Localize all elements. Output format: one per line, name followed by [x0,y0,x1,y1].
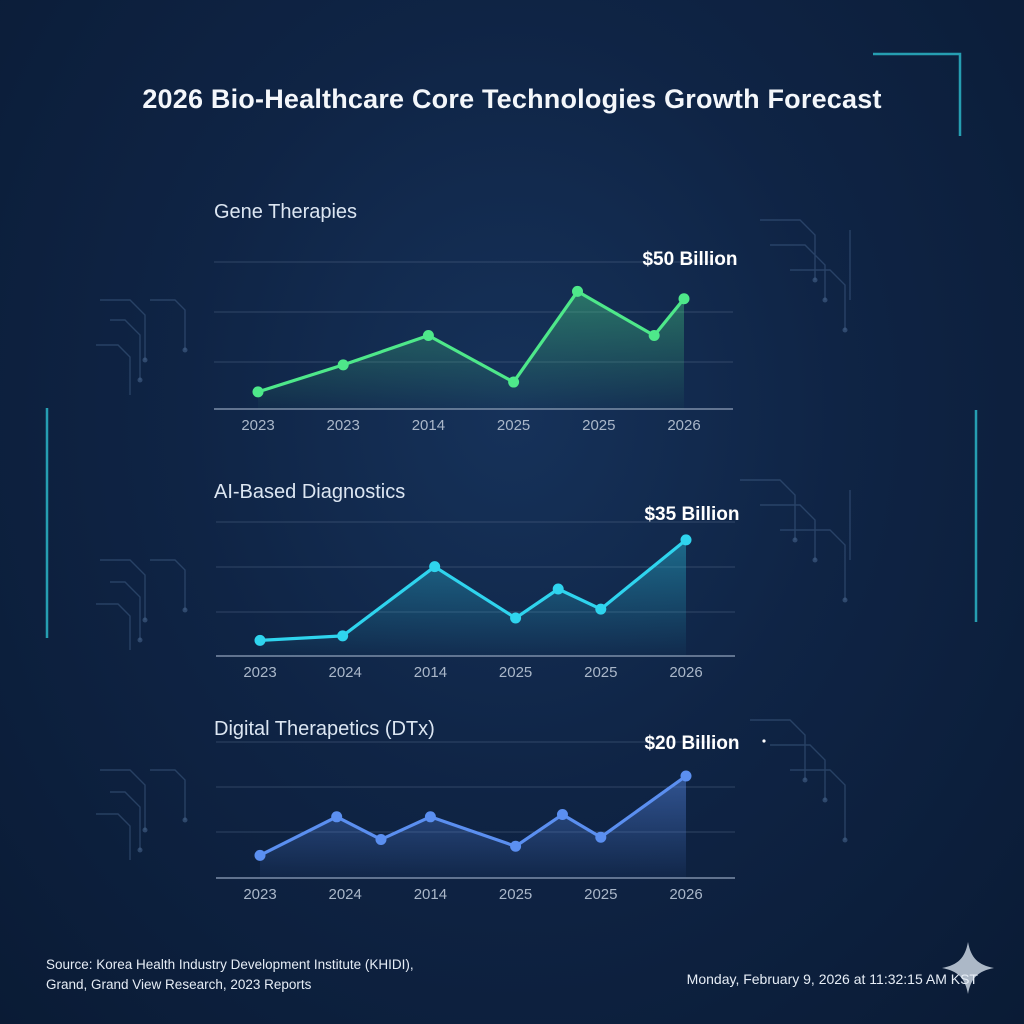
panel-title-ai-diagnostics: AI-Based Diagnostics [214,481,406,503]
data-point-ai-4 [552,583,564,595]
data-point-gene-1 [337,359,349,371]
x-tick-label-gene-3: 2025 [497,417,530,434]
x-tick-label-ai-5: 2026 [669,664,702,681]
chart-main-title: 2026 Bio-Healthcare Core Technologies Gr… [142,84,882,114]
decorative-dot [762,739,766,743]
x-tick-label-ai-2: 2014 [414,664,447,681]
series-line-dtx [258,774,688,857]
source-note: Source: Korea Health Industry Developmen… [46,955,414,995]
data-point-dtx-3 [424,811,436,823]
data-point-ai-5 [595,603,607,615]
x-tick-label-ai-1: 2024 [329,664,362,681]
data-point-dtx-7 [680,770,692,782]
x-tick-label-gene-0: 2023 [241,417,274,434]
data-point-dtx-1 [331,811,343,823]
data-point-gene-3 [508,376,520,388]
x-tick-label-dtx-5: 2026 [669,886,702,903]
source-line-2: Grand, Grand View Research, 2023 Reports [46,977,312,992]
data-point-dtx-5 [556,809,568,821]
x-tick-label-dtx-0: 2023 [243,886,276,903]
x-tick-label-gene-1: 2023 [327,417,360,434]
data-point-gene-2 [422,330,434,341]
data-point-gene-6 [678,293,690,305]
x-tick-label-ai-0: 2023 [243,664,276,681]
data-point-dtx-6 [595,831,607,843]
x-tick-label-gene-5: 2026 [667,417,700,434]
area-fill-ai [260,539,686,656]
end-value-label-gene: $50 Billion [642,249,737,270]
data-point-ai-3 [510,612,522,624]
data-point-dtx-2 [375,833,387,845]
decorative-frame [45,52,978,638]
timestamp: Monday, February 9, 2026 at 11:32:15 AM … [686,971,978,987]
data-point-ai-2 [429,561,441,573]
x-tick-label-ai-4: 2025 [584,664,617,681]
x-tick-label-ai-3: 2025 [499,664,532,681]
data-point-dtx-4 [510,840,522,852]
end-value-label-ai: $35 Billion [644,504,739,525]
circuit-node-dots [137,277,848,853]
circuit-decoration [96,219,851,860]
data-point-gene-5 [648,330,660,341]
chart-gene: 2023 2023 2014 2025 2025 2026 $50 Billion [214,249,738,434]
x-tick-label-gene-4: 2025 [582,417,615,434]
data-point-gene-4 [572,285,583,297]
x-tick-label-dtx-2: 2014 [414,886,447,903]
data-point-ai-0 [254,634,266,646]
panel-title-gene-therapies: Gene Therapies [214,201,358,223]
x-tick-label-dtx-4: 2025 [584,886,617,903]
panel-title-dtx: Digital Therapetics (DTx) [214,718,435,740]
source-line-1: Source: Korea Health Industry Developmen… [46,957,414,972]
end-value-label-dtx: $20 Billion [644,733,739,754]
sparkle-icon [942,942,994,994]
area-fill-gene [258,291,684,409]
data-point-gene-0 [252,386,264,398]
chart-ai: 2023 2024 2014 2025 2025 2026 $35 Billion [216,504,740,681]
x-tick-label-dtx-1: 2024 [329,886,362,903]
area-fill-dtx [260,776,686,878]
data-point-ai-1 [337,630,349,642]
x-tick-label-gene-2: 2014 [412,417,445,434]
x-tick-label-dtx-3: 2025 [499,886,532,903]
chart-dtx: 2023 2024 2014 2025 2025 2026 $20 Billion [216,733,740,903]
data-point-ai-6 [680,534,692,546]
data-point-dtx-0 [254,849,266,861]
